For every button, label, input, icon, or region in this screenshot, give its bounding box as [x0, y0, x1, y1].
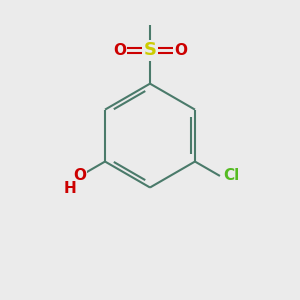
Text: H: H: [64, 181, 76, 196]
Text: S: S: [143, 41, 157, 59]
Text: Cl: Cl: [224, 169, 240, 184]
Text: O: O: [174, 43, 187, 58]
Text: O: O: [113, 43, 126, 58]
Text: O: O: [74, 169, 87, 184]
